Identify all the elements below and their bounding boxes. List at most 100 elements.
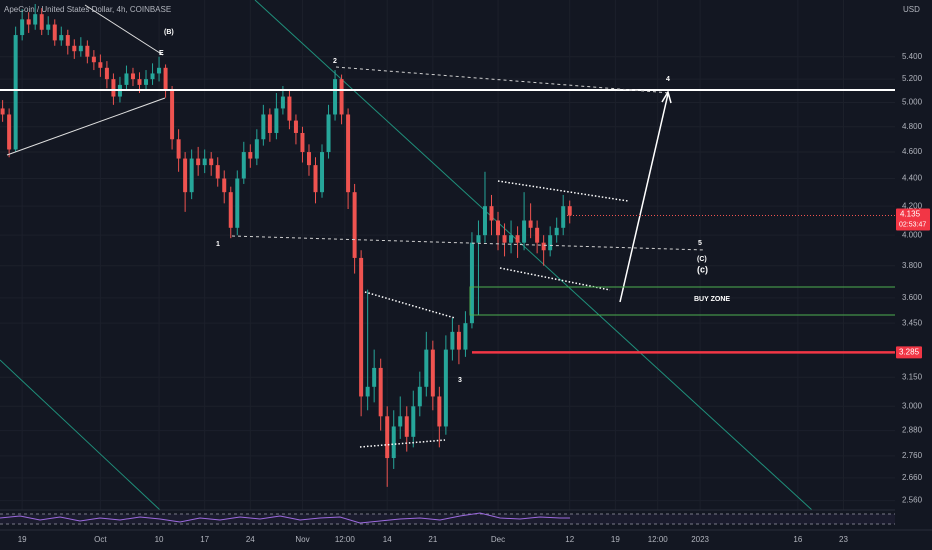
candle-body [241,152,246,179]
candle-body [26,19,31,25]
candle-body [482,206,487,236]
dotted-line [497,180,629,202]
candle-body [411,406,416,437]
candle-body [111,79,116,97]
candle-body [372,367,377,387]
candle-body [85,45,90,57]
candle-body [98,62,103,68]
candle-body [72,45,77,52]
candle-body [463,323,468,350]
x-tick-label: 21 [428,535,437,544]
annotation: E [159,50,164,57]
candle-body [489,206,494,221]
candle-body [124,73,129,85]
price-axis: USD 5.4005.2005.0004.8004.6004.4004.2004… [895,0,932,530]
last-price-label: 4.135 [900,210,921,219]
candle-body [287,96,292,121]
x-tick-label: 12 [565,535,574,544]
trend-line [254,0,813,511]
candle-body [437,396,442,427]
x-tick-label: 10 [155,535,164,544]
candle-body [261,114,266,140]
candle-body [548,235,553,251]
trend-line [0,359,161,511]
candle-body [7,114,12,150]
candle-body [378,367,383,417]
candle-body [300,132,305,153]
candle-body [150,73,155,80]
candle-body [391,426,396,459]
candle-body [137,79,142,85]
x-tick-label: Dec [491,535,505,544]
candle-body [450,331,455,350]
candle-body [365,386,370,397]
candle-body [522,220,527,243]
x-tick-label: 23 [839,535,848,544]
y-tick-label: 4.200 [902,201,923,210]
time-axis: 19 Oct 10 17 24 Nov 12:00 14 21 Dec 12 19 12:00 2023 1… [0,529,932,544]
candle-body [535,227,540,243]
candle-body [456,331,461,350]
candle-body [398,416,403,427]
annotation: (B) [164,29,174,36]
candle-body [306,152,311,166]
last-price-badge [896,208,930,231]
triangle-line [84,4,164,56]
candle-body [130,73,135,80]
currency-label: USD [903,5,920,14]
candle-body [13,35,18,150]
dotted-line [499,267,611,291]
candle-body [385,416,390,459]
candle-body [196,158,201,166]
candle-body [424,349,429,387]
y-tick-label: 3.600 [902,293,923,302]
x-tick-label: 19 [611,535,620,544]
candle-body [39,14,44,30]
candle-body [46,24,51,30]
y-tick-label: 4.000 [902,230,923,239]
candle-body [333,79,338,115]
grid [0,0,895,510]
x-tick-label: 12:00 [335,535,356,544]
x-tick-label: Nov [295,535,309,544]
y-tick-label: 4.400 [902,174,923,183]
x-tick-label: 19 [18,535,27,544]
candle-body [202,158,207,166]
arrow-head [661,90,672,104]
candle-body [280,96,285,109]
candle-body [235,178,240,228]
candle-body [320,152,325,193]
chart-title: ApeCoin / United States Dollar, 4h, COIN… [4,5,171,14]
y-tick-label: 3.150 [902,372,923,381]
buy-zone [469,286,895,316]
annotations: (B) E 1 2 3 4 5 (C) (c) BUY ZONE [159,29,730,384]
candle-body [248,152,253,159]
drawings-top [0,4,895,448]
candle-body [189,158,194,193]
candle-body [91,56,96,63]
candle-body [267,114,272,133]
x-tick-label: 2023 [691,535,709,544]
candle-body [20,19,25,36]
x-tick-label: Oct [94,535,107,544]
candle-body [313,165,318,193]
y-tick-label: 4.600 [902,147,923,156]
x-tick-label: 16 [793,535,802,544]
y-tick-label: 2.560 [902,496,923,505]
candle-body [346,114,351,193]
candle-body [528,220,533,228]
candle-body [515,235,520,243]
candle-body [170,90,175,140]
candle-body [183,158,188,193]
annotation: 2 [333,58,337,65]
x-tick-label: 14 [383,535,392,544]
x-tick-label: 17 [200,535,209,544]
x-tick-label: 12:00 [648,535,669,544]
candle-body [567,206,572,216]
indicator-pane [0,509,895,525]
level-label: 3.285 [899,347,920,356]
candles [0,4,572,487]
